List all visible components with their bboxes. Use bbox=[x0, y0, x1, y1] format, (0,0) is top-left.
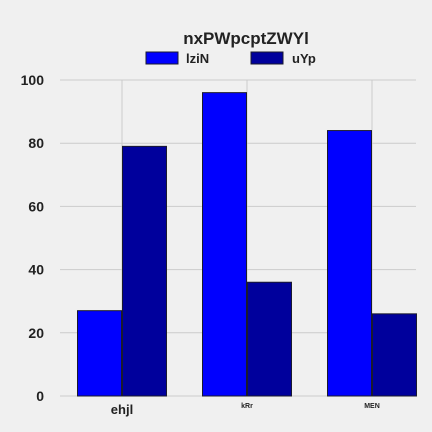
y-tick-label: 80 bbox=[28, 135, 44, 151]
y-tick-label: 60 bbox=[28, 198, 44, 214]
y-tick-label: 100 bbox=[21, 72, 45, 88]
y-axis-ticks: 0 20 40 60 80 100 bbox=[21, 72, 45, 404]
bar-uYp-kRr bbox=[247, 281, 292, 397]
chart-title: nxPWpcptZWYl bbox=[183, 29, 309, 48]
y-tick-label: 40 bbox=[28, 262, 44, 278]
legend-label-uYp: uYp bbox=[292, 51, 316, 66]
x-tick-label: kRr bbox=[241, 403, 253, 410]
y-tick-label: 0 bbox=[36, 388, 44, 404]
legend: lziN uYp bbox=[145, 51, 316, 66]
x-tick-label: MEN bbox=[364, 403, 380, 410]
bar-lziN-kRr bbox=[202, 92, 247, 397]
legend-label-lziN: lziN bbox=[186, 51, 209, 66]
legend-swatch-uYp bbox=[250, 51, 284, 65]
bar-uYp-ehjl bbox=[122, 145, 167, 397]
x-axis-ticks: ehjl kRr MEN bbox=[111, 402, 380, 417]
y-tick-label: 20 bbox=[28, 325, 44, 341]
x-tick-label: ehjl bbox=[111, 402, 133, 417]
bar-uYp-MEN bbox=[372, 313, 417, 397]
bar-lziN-MEN bbox=[327, 130, 372, 397]
bar-lziN-ehjl bbox=[77, 310, 122, 397]
bars bbox=[77, 92, 417, 397]
legend-swatch-lziN bbox=[145, 51, 179, 65]
